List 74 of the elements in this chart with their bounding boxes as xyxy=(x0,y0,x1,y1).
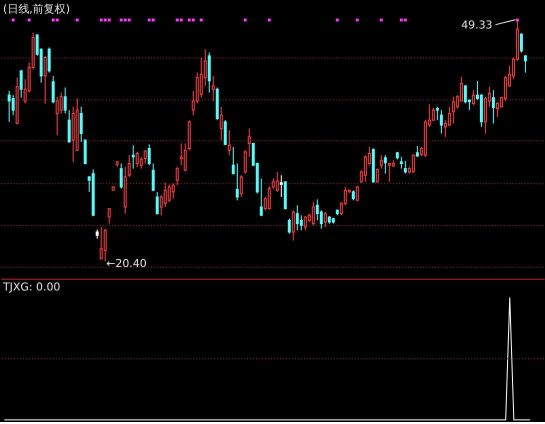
candlestick xyxy=(236,163,239,201)
candlestick xyxy=(464,84,467,104)
candlestick xyxy=(12,94,15,116)
candlestick xyxy=(260,178,263,217)
candlestick xyxy=(384,154,387,174)
candlestick xyxy=(352,190,355,201)
candlestick xyxy=(404,160,407,174)
candlestick xyxy=(184,143,187,172)
candlestick xyxy=(356,186,359,202)
candlestick xyxy=(292,210,295,241)
candlestick xyxy=(496,101,499,118)
candlestick xyxy=(84,138,87,165)
candlestick xyxy=(484,96,487,134)
candlestick xyxy=(56,96,59,136)
candlestick xyxy=(232,146,235,175)
candlestick xyxy=(288,218,291,234)
candlestick xyxy=(380,154,383,170)
candlestick xyxy=(20,70,23,98)
candlestick xyxy=(452,96,455,124)
candlestick xyxy=(280,174,283,198)
candlestick xyxy=(276,171,279,192)
candlestick xyxy=(376,168,379,184)
candlestick xyxy=(400,156,403,170)
candlestick xyxy=(64,87,67,114)
candlestick xyxy=(212,75,215,102)
candlestick xyxy=(68,110,71,144)
candlestick xyxy=(144,150,147,164)
candlestick xyxy=(132,144,135,170)
candlestick xyxy=(296,204,299,231)
candlestick xyxy=(492,90,495,124)
candlestick xyxy=(120,163,123,190)
candlestick xyxy=(436,106,439,121)
candlestick xyxy=(8,90,11,122)
candlestick xyxy=(108,208,111,224)
candlestick xyxy=(448,106,451,126)
annotation: ←20.40 xyxy=(106,257,147,270)
candlestick xyxy=(440,110,443,134)
candlestick xyxy=(104,228,107,262)
candlestick xyxy=(272,178,275,190)
candlestick xyxy=(364,154,367,182)
candlestick xyxy=(324,211,327,228)
candlestick xyxy=(224,120,227,146)
candlestick xyxy=(240,174,243,198)
candlestick xyxy=(316,198,319,221)
candlestick xyxy=(52,75,55,104)
annotation: 49.33 xyxy=(461,18,493,32)
candlestick xyxy=(300,214,303,231)
candlestick xyxy=(432,107,435,122)
candlestick xyxy=(140,156,143,170)
candlestick xyxy=(200,57,203,98)
candlestick xyxy=(388,162,391,182)
candlestick xyxy=(312,201,315,226)
candlestick xyxy=(176,166,179,186)
candlestick xyxy=(304,216,307,231)
candlestick xyxy=(48,47,51,74)
chart-title: (日线,前复权) xyxy=(2,2,70,16)
candlestick xyxy=(60,92,63,114)
candlestick xyxy=(136,151,139,168)
candlestick xyxy=(520,32,523,54)
candlestick xyxy=(148,144,151,166)
chart-title: TJXG: 0.00 xyxy=(2,280,60,294)
candlestick xyxy=(80,106,83,142)
candlestick xyxy=(244,150,247,174)
candlestick xyxy=(228,130,231,156)
candlestick xyxy=(220,106,223,141)
candlestick xyxy=(472,90,475,106)
candlestick xyxy=(248,128,251,158)
candlestick xyxy=(100,226,103,260)
candlestick xyxy=(128,154,131,178)
candlestick xyxy=(96,229,99,240)
candlestick xyxy=(268,186,271,210)
candlestick xyxy=(416,146,419,158)
candlestick xyxy=(44,55,47,104)
candlestick xyxy=(524,54,527,74)
